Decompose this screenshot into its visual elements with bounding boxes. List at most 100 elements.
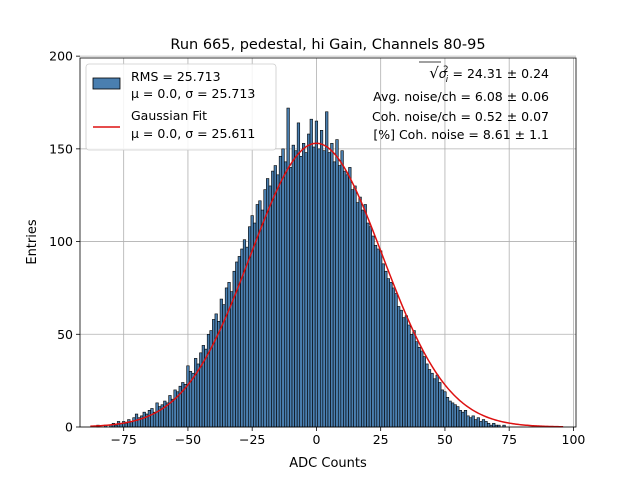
x-tick-label: −25	[239, 432, 265, 447]
histogram-bar	[273, 165, 277, 428]
stats-annotations: √σi2 = 24.31 ± 0.24 Avg. noise/ch = 6.08…	[372, 61, 549, 142]
histogram-bar	[476, 417, 480, 428]
histogram-bar	[170, 398, 175, 428]
histogram-bar	[168, 395, 172, 428]
histogram-bar	[230, 291, 234, 428]
histogram-bar	[430, 372, 434, 428]
sigma-value: = 24.31 ± 0.24	[449, 66, 550, 81]
y-axis-label: Entries	[25, 219, 40, 265]
histogram-bar	[224, 287, 229, 428]
histogram-bar	[453, 404, 457, 428]
histogram-bar	[466, 415, 470, 428]
sigma-superscript: 2	[443, 65, 448, 75]
x-tick-label: −50	[175, 432, 201, 447]
histogram-bar	[435, 374, 439, 428]
histogram-bar	[384, 270, 388, 428]
histogram-bar	[487, 422, 491, 428]
avg-noise-annotation: Avg. noise/ch = 6.08 ± 0.06	[373, 89, 549, 104]
histogram-bar	[147, 410, 151, 428]
legend-frame	[85, 63, 277, 151]
legend-fit-label: Gaussian Fit	[131, 108, 207, 123]
histogram-bar	[381, 263, 385, 428]
histogram-bar	[427, 369, 432, 428]
histogram-bar	[317, 148, 321, 428]
histogram-bar	[469, 417, 473, 428]
histogram-bar	[448, 400, 452, 428]
histogram-bar	[445, 397, 450, 428]
y-tick-label: 50	[57, 327, 73, 342]
x-tick-label: 25	[373, 432, 389, 447]
histogram-bar	[291, 144, 295, 428]
histogram-bar	[456, 406, 460, 428]
histogram-bar	[150, 408, 154, 428]
histogram-bar	[319, 130, 324, 428]
histogram-bar	[286, 107, 290, 428]
histogram-bar	[314, 120, 319, 428]
histogram-bar	[451, 402, 455, 428]
histogram-bar	[407, 324, 411, 428]
histogram-bar	[127, 419, 131, 428]
chart-title: Run 665, pedestal, hi Gain, Channels 80-…	[170, 37, 485, 53]
histogram-bar	[443, 391, 447, 428]
histogram-bar	[458, 410, 462, 428]
x-tick-label: −75	[110, 432, 136, 447]
histogram-bar	[214, 313, 218, 428]
histogram-bar	[204, 348, 208, 428]
histogram-bar	[227, 282, 231, 428]
histogram-bar	[433, 378, 437, 428]
histogram-bar	[376, 248, 380, 428]
histogram-bar	[350, 189, 354, 428]
histogram-bar	[124, 422, 128, 428]
histogram-bar	[307, 133, 311, 428]
y-tick-label: 100	[49, 234, 73, 249]
histogram-bar	[266, 178, 270, 428]
histogram-bar	[402, 317, 406, 428]
histogram-bar	[386, 278, 390, 428]
histogram-bar	[366, 222, 370, 428]
histogram-bar	[302, 142, 306, 428]
histogram-bar	[327, 152, 331, 428]
histogram-bar	[440, 389, 444, 428]
coh-noise-percent-annotation: [%] Coh. noise = 8.61 ± 1.1	[373, 127, 549, 142]
histogram-bar	[492, 422, 496, 428]
histogram-bar	[415, 341, 419, 428]
histogram-bar	[391, 287, 396, 428]
histogram-bar	[278, 155, 283, 428]
histogram-bar	[343, 170, 347, 428]
x-axis-label: ADC Counts	[289, 456, 367, 471]
histogram-bar	[155, 402, 159, 428]
histogram-bar	[260, 209, 265, 428]
histogram-bar	[201, 345, 205, 428]
histogram-bar	[332, 161, 337, 428]
histogram-bar	[212, 319, 216, 428]
histogram-bar	[194, 358, 198, 428]
histogram-bar	[463, 410, 468, 428]
histogram-bar	[389, 282, 393, 428]
histogram-bar	[404, 315, 408, 428]
histogram-bar	[373, 244, 378, 428]
histogram-bar	[420, 350, 424, 428]
histogram-bar	[294, 150, 298, 428]
histogram-bar	[371, 235, 375, 428]
histogram-bar	[394, 293, 398, 428]
histogram-bar	[309, 118, 313, 428]
histogram-bar	[206, 333, 211, 428]
y-tick-label: 0	[65, 420, 73, 435]
plot-frame	[79, 57, 577, 428]
legend-histogram-stats: μ = 0.0, σ = 25.713	[131, 86, 255, 101]
histogram-bar	[281, 148, 285, 428]
sigma-subscript: i	[446, 75, 449, 85]
histogram-bar	[409, 333, 414, 428]
histogram-bar	[163, 400, 167, 428]
legend-histogram-label: RMS = 25.713	[131, 69, 221, 84]
histogram-bar	[142, 411, 146, 428]
histogram-bar	[284, 161, 288, 428]
sigma-annotation: √σi2 = 24.31 ± 0.24	[429, 64, 549, 85]
histogram-bar	[368, 226, 372, 428]
histogram-bar	[481, 419, 486, 428]
histogram-bar	[299, 155, 303, 428]
sigma-symbol: σ	[439, 66, 448, 81]
histogram-bar	[312, 146, 316, 428]
histogram-bar	[412, 330, 416, 428]
